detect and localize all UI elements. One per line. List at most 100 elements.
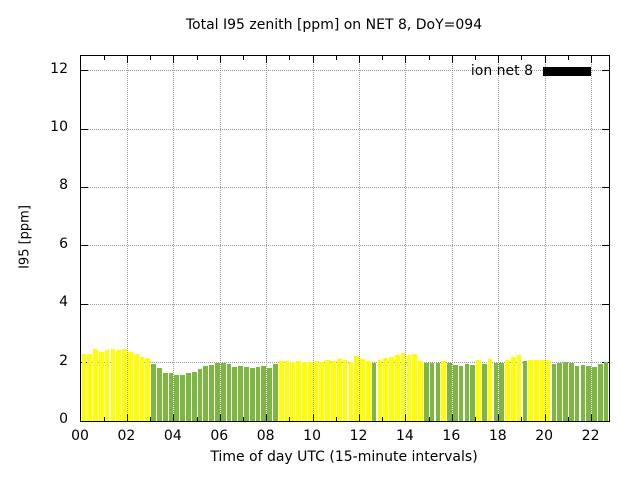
bar-05:00	[197, 369, 203, 421]
bar-03:30	[162, 373, 168, 421]
x-tick-bottom	[126, 414, 128, 421]
bar-20:30	[557, 362, 563, 421]
bar-08:15	[273, 364, 278, 421]
bar-14:45	[423, 362, 429, 421]
y-gridline	[81, 128, 609, 130]
bar-17:45	[493, 362, 499, 421]
bar-02:15	[133, 353, 139, 421]
bar-18:00	[499, 363, 505, 421]
bar-16:00	[452, 365, 458, 421]
bar-04:30	[186, 373, 191, 421]
x-gridline	[405, 56, 407, 421]
x-tick-bottom	[591, 414, 593, 421]
x-tick-top	[359, 56, 360, 63]
bar-12:30	[371, 362, 377, 421]
x-tick-bottom	[312, 414, 314, 421]
bar-09:15	[296, 361, 301, 421]
x-tick-label: 22	[581, 428, 600, 444]
y-tick-label: 8	[59, 177, 68, 194]
x-tick-bottom	[521, 417, 523, 421]
bar-05:30	[209, 364, 214, 421]
x-tick-label: 02	[117, 428, 136, 444]
plot-area: ion net 8	[80, 55, 610, 422]
bar-00:15	[87, 354, 93, 421]
bar-02:30	[139, 356, 145, 421]
bar-14:15	[412, 353, 417, 421]
bar-01:15	[110, 348, 116, 421]
bar-13:30	[394, 355, 400, 421]
bar-12:15	[365, 360, 371, 421]
bar-14:00	[406, 354, 412, 421]
bar-04:00	[174, 374, 180, 421]
x-tick-top	[266, 56, 268, 63]
x-tick-bottom	[289, 417, 291, 421]
x-tick-top	[103, 56, 105, 60]
bar-09:00	[290, 361, 296, 421]
bar-22:30	[603, 362, 609, 421]
bar-03:45	[168, 372, 174, 421]
y-tick-label: 2	[59, 352, 68, 369]
y-tick-label: 0	[59, 411, 68, 427]
bar-00:45	[99, 352, 104, 421]
x-tick-top	[451, 56, 453, 63]
x-tick-top	[567, 56, 569, 60]
bar-08:45	[284, 360, 290, 421]
x-tick-top	[475, 56, 477, 60]
x-axis-label: Time of day UTC (15-minute intervals)	[210, 449, 478, 465]
bar-00:30	[93, 349, 98, 421]
x-tick-top	[498, 56, 500, 63]
x-tick-bottom	[428, 417, 430, 421]
x-tick-label: 08	[256, 428, 275, 444]
x-tick-bottom	[103, 417, 105, 421]
bar-11:45	[354, 356, 359, 421]
x-tick-bottom	[242, 417, 244, 421]
bar-17:30	[487, 359, 493, 421]
bar-12:45	[377, 360, 383, 421]
x-tick-top	[405, 56, 407, 63]
bar-01:00	[104, 350, 110, 421]
bar-11:30	[348, 362, 354, 421]
bar-10:30	[325, 359, 330, 421]
bar-11:15	[342, 360, 348, 421]
x-gridline	[173, 56, 175, 421]
x-tick-label: 10	[303, 428, 321, 444]
x-tick-bottom	[173, 414, 175, 421]
x-tick-label: 14	[396, 428, 414, 444]
bar-16:15	[458, 366, 464, 421]
y-tick-label: 12	[50, 60, 68, 77]
bar-21:30	[580, 364, 586, 421]
x-gridline	[219, 56, 221, 421]
x-tick-top	[591, 56, 593, 63]
bar-21:00	[568, 363, 574, 421]
bar-16:45	[470, 364, 476, 421]
y-tick-right	[602, 186, 609, 188]
bar-10:00	[313, 360, 319, 421]
x-tick-bottom	[266, 414, 268, 421]
x-tick-bottom	[382, 417, 384, 421]
x-gridline	[126, 56, 128, 421]
y-tick-right	[602, 128, 609, 130]
x-gridline	[544, 56, 546, 421]
x-tick-bottom	[150, 417, 152, 421]
bar-12:00	[360, 359, 365, 421]
bar-09:45	[307, 361, 313, 421]
bar-08:00	[267, 367, 272, 421]
bar-15:15	[435, 362, 441, 421]
legend-label: ion net 8	[470, 63, 533, 79]
bar-21:15	[574, 365, 580, 421]
bar-18:15	[505, 359, 510, 421]
bar-19:00	[522, 361, 528, 421]
bar-04:45	[191, 372, 197, 421]
bar-19:45	[539, 360, 545, 421]
bar-20:15	[551, 364, 557, 421]
bar-17:15	[481, 364, 487, 421]
legend-swatch	[543, 66, 591, 76]
x-gridline	[451, 56, 453, 421]
x-tick-top	[173, 56, 175, 63]
x-tick-label: 20	[535, 428, 554, 444]
x-tick-bottom	[359, 414, 360, 421]
bar-17:00	[476, 359, 481, 421]
bar-10:15	[319, 362, 325, 421]
y-gridline	[81, 186, 609, 188]
